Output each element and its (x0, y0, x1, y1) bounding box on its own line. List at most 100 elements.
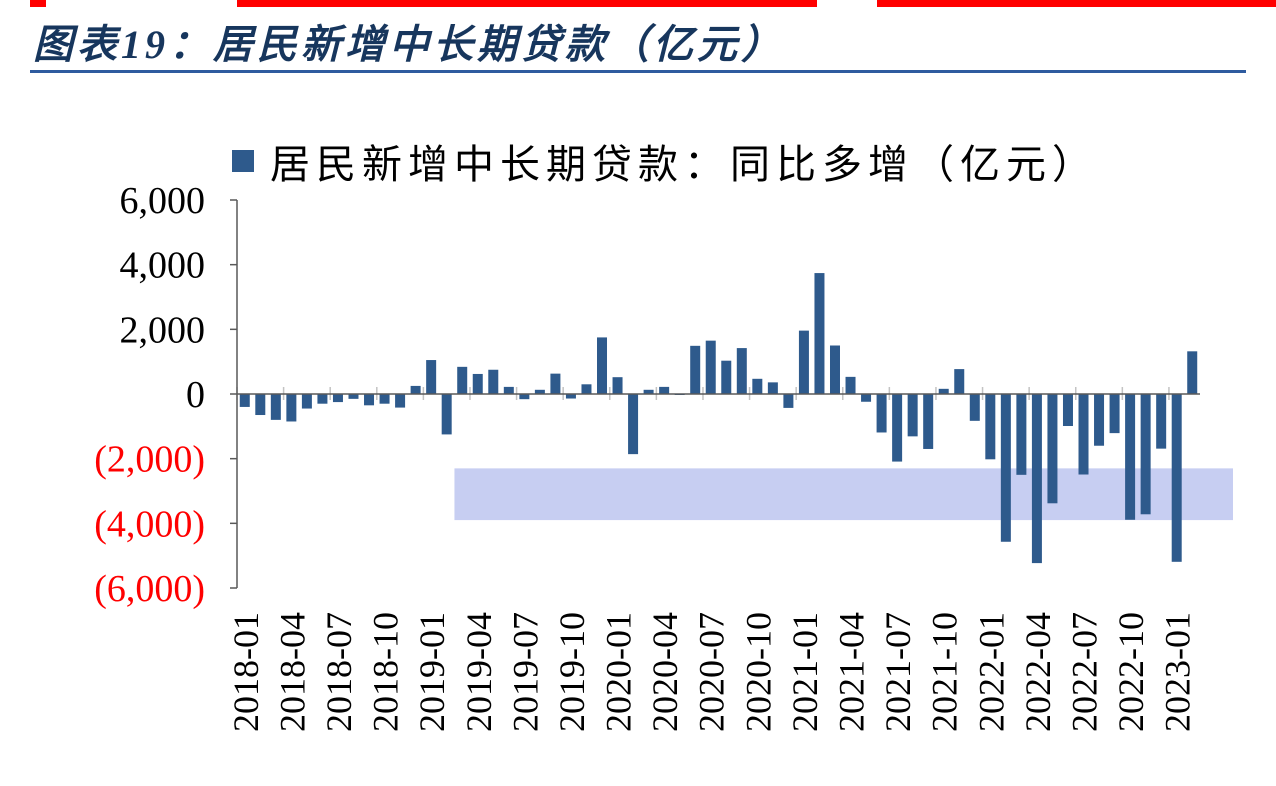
bar (612, 377, 623, 394)
x-tick-label: 2021-01 (785, 612, 825, 732)
bar (736, 348, 747, 394)
bar (581, 384, 592, 394)
bar (348, 394, 359, 399)
legend-swatch-icon (232, 150, 254, 172)
x-tick-label: 2021-07 (878, 612, 918, 732)
bar (643, 389, 654, 394)
x-tick-label: 2022-04 (1018, 612, 1058, 732)
x-tick-label: 2019-01 (412, 612, 452, 732)
bar (907, 394, 918, 437)
bar (1047, 394, 1058, 504)
top-red-strip-segment (237, 0, 817, 7)
x-tick-label: 2018-04 (272, 612, 312, 732)
bar (503, 386, 514, 394)
bar (255, 394, 266, 416)
legend-label: 居民新增中长期贷款：同比多增（亿元） (270, 142, 1098, 187)
x-tick-label: 2022-07 (1065, 612, 1105, 732)
y-tick-label: (4,000) (94, 503, 205, 545)
bar (457, 366, 468, 394)
top-red-strip-segment (30, 0, 46, 7)
bar (752, 378, 763, 394)
x-tick-label: 2018-07 (319, 612, 359, 732)
x-tick-label: 2021-10 (925, 612, 965, 732)
bar-plot: 6,000 4,000 2,000 0 (2,000) (4,000) (6,000) 201… (94, 180, 1233, 732)
figure-title: 图表19：居民新增中长期贷款（亿元） (33, 22, 785, 67)
bar (270, 394, 281, 420)
x-tick-label: 2018-01 (226, 612, 266, 732)
bar (705, 340, 716, 394)
bar (690, 345, 701, 394)
x-tick-label: 2019-10 (552, 612, 592, 732)
x-tick-label: 2020-10 (738, 612, 778, 732)
y-tick-label: 0 (186, 374, 205, 416)
bar (1125, 394, 1136, 520)
highlight-band (454, 468, 1233, 521)
bar (969, 394, 980, 421)
bar (426, 360, 437, 394)
y-tick-label: (2,000) (94, 439, 205, 481)
bar (1109, 394, 1120, 434)
bar (829, 345, 840, 394)
bar (1000, 394, 1011, 542)
bar (798, 330, 809, 394)
bar (286, 394, 297, 422)
bar (861, 394, 872, 402)
x-tick-label: 2021-04 (832, 612, 872, 732)
bar (1140, 394, 1151, 515)
bar (1016, 394, 1027, 475)
x-tick-label: 2020-04 (645, 612, 685, 732)
bar (379, 394, 390, 404)
bar (441, 394, 452, 435)
x-tick-label: 2019-04 (459, 612, 499, 732)
top-red-strip-segment (877, 0, 1276, 7)
x-tick-label: 2022-10 (1111, 612, 1151, 732)
x-tick-label: 2019-07 (505, 612, 545, 732)
bar (332, 394, 343, 403)
bar (876, 394, 887, 433)
bar (565, 394, 576, 399)
bar (814, 273, 825, 394)
bar (845, 376, 856, 394)
x-tick-label: 2020-01 (599, 612, 639, 732)
x-tick-label: 2018-10 (366, 612, 406, 732)
x-tick-label: 2023-01 (1158, 612, 1198, 732)
bar (783, 394, 794, 408)
bar (488, 369, 499, 394)
x-tick-label: 2022-01 (971, 612, 1011, 732)
bar (1094, 394, 1105, 446)
bar (923, 394, 934, 449)
bar (410, 385, 421, 394)
bar (1062, 394, 1073, 427)
x-tick-label: 2020-07 (692, 612, 732, 732)
bar (721, 360, 732, 394)
bar (395, 394, 406, 408)
bar (954, 369, 965, 394)
y-tick-label: 2,000 (120, 309, 206, 351)
bar (301, 394, 312, 409)
bar (550, 373, 561, 394)
y-tick-label: (6,000) (94, 568, 205, 610)
bar (1171, 394, 1182, 562)
bar (239, 394, 250, 407)
bar (628, 394, 639, 455)
bar (1156, 394, 1167, 449)
bar (1187, 351, 1198, 394)
bar (597, 337, 608, 394)
bar (767, 382, 778, 394)
bar (659, 386, 670, 394)
bar (938, 388, 949, 394)
bar (1031, 394, 1042, 564)
y-tick-label: 4,000 (120, 245, 206, 287)
bar (472, 373, 483, 394)
bar (317, 394, 328, 404)
y-tick-label: 6,000 (120, 180, 206, 222)
bar (519, 394, 530, 400)
bar (985, 394, 996, 460)
title-underline (30, 70, 1246, 73)
chart-legend: 居民新增中长期贷款：同比多增（亿元） (232, 132, 1098, 190)
bar (892, 394, 903, 462)
bar (1078, 394, 1089, 475)
bar (364, 394, 375, 406)
bar (534, 389, 545, 394)
